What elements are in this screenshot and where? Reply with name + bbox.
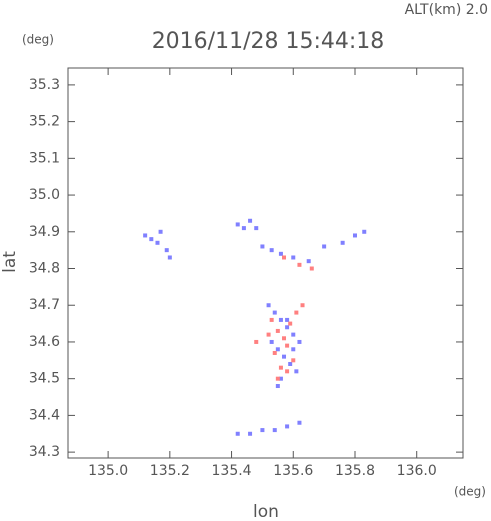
echo-point xyxy=(158,229,163,234)
echo-point xyxy=(235,222,240,227)
echo-point xyxy=(269,339,274,344)
altitude-label: ALT(km) 2.0 xyxy=(405,2,488,18)
echo-point xyxy=(297,339,302,344)
echo-point xyxy=(248,431,253,436)
x-tick-label: 135.0 xyxy=(88,463,128,479)
echo-point xyxy=(278,376,283,381)
echo-point xyxy=(275,384,280,389)
echo-point xyxy=(235,431,240,436)
x-tick-label: 135.6 xyxy=(273,463,313,479)
echo-point xyxy=(340,240,345,245)
x-tick-label: 135.8 xyxy=(335,463,375,479)
echo-point xyxy=(260,428,265,433)
echo-point xyxy=(155,240,160,245)
y-tick-label: 35.2 xyxy=(29,114,60,130)
echo-point xyxy=(272,350,277,355)
echo-point xyxy=(294,369,299,374)
echo-point xyxy=(282,354,287,359)
echo-point xyxy=(278,317,283,322)
y-tick-label: 34.4 xyxy=(29,407,60,423)
echo-point xyxy=(275,347,280,352)
echo-point xyxy=(282,255,287,260)
echo-point xyxy=(269,317,274,322)
echo-point xyxy=(164,248,169,253)
echo-point xyxy=(306,259,311,264)
echo-point xyxy=(149,237,154,242)
echo-point xyxy=(260,244,265,249)
echo-point xyxy=(288,361,293,366)
echo-point xyxy=(297,262,302,267)
echo-point xyxy=(269,248,274,253)
y-tick-label: 34.9 xyxy=(29,224,60,240)
echo-point xyxy=(167,255,172,260)
echo-point xyxy=(288,321,293,326)
echo-point xyxy=(143,233,148,238)
echo-point xyxy=(322,244,327,249)
echo-point xyxy=(278,251,283,256)
x-axis-label: lon xyxy=(253,502,279,521)
chart-title: 2016/11/28 15:44:18 xyxy=(152,29,385,54)
echo-point xyxy=(266,332,271,337)
echo-point xyxy=(297,420,302,425)
echo-point xyxy=(278,365,283,370)
echo-point xyxy=(291,255,296,260)
plot-frame xyxy=(67,67,464,459)
y-tick-label: 34.6 xyxy=(29,334,60,350)
echo-point xyxy=(309,266,314,271)
y-tick-label: 34.7 xyxy=(29,297,60,313)
echo-point xyxy=(254,226,259,231)
y-tick-label: 35.1 xyxy=(29,150,60,166)
x-tick-label: 135.2 xyxy=(150,463,190,479)
echo-point xyxy=(291,347,296,352)
echo-point xyxy=(294,310,299,315)
y-axis-label: lat xyxy=(0,251,20,273)
echo-point xyxy=(248,218,253,223)
echo-point xyxy=(285,369,290,374)
y-tick-label: 34.8 xyxy=(29,261,60,277)
echo-point xyxy=(300,303,305,308)
echo-point xyxy=(275,376,280,381)
x-unit: (deg) xyxy=(454,485,486,499)
echo-point xyxy=(285,343,290,348)
echo-point xyxy=(291,332,296,337)
echo-point xyxy=(254,339,259,344)
echo-point xyxy=(285,325,290,330)
echo-point xyxy=(241,226,246,231)
echo-point xyxy=(266,303,271,308)
echo-point xyxy=(285,317,290,322)
echo-point xyxy=(362,229,367,234)
y-tick-label: 35.0 xyxy=(29,187,60,203)
echo-point xyxy=(272,428,277,433)
echo-point xyxy=(282,336,287,341)
y-tick-label: 35.3 xyxy=(29,77,60,93)
y-unit: (deg) xyxy=(22,33,54,47)
y-tick-label: 34.3 xyxy=(29,444,60,460)
echo-point xyxy=(352,233,357,238)
echo-point xyxy=(291,358,296,363)
echo-point xyxy=(285,424,290,429)
echo-point xyxy=(272,310,277,315)
x-tick-label: 135.4 xyxy=(212,463,252,479)
echo-point xyxy=(275,328,280,333)
x-tick-label: 136.0 xyxy=(397,463,437,479)
y-tick-label: 34.5 xyxy=(29,371,60,387)
